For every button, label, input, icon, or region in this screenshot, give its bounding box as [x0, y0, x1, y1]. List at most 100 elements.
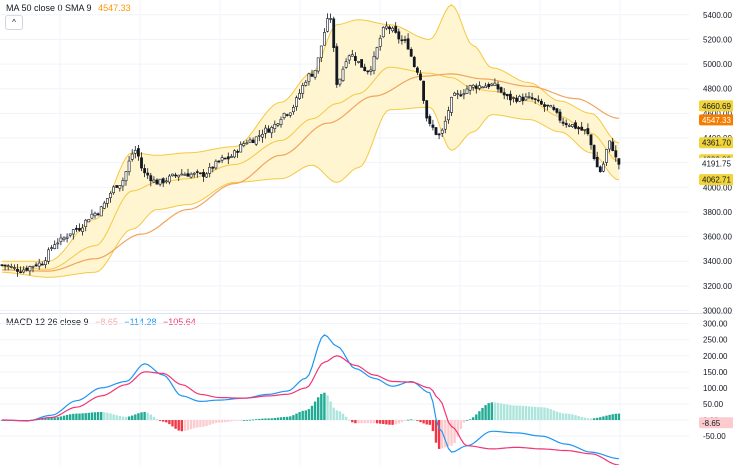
candle [236, 150, 240, 153]
histogram-bar [81, 413, 84, 421]
collapse-legend-button[interactable]: ^ [5, 15, 23, 30]
candle [415, 67, 419, 73]
histogram-bar [304, 410, 307, 421]
histogram-bar [313, 401, 317, 421]
histogram-bar [93, 412, 97, 421]
candle [363, 66, 367, 72]
candle [549, 105, 553, 108]
histogram-bar [549, 409, 552, 421]
histogram-bar [320, 394, 323, 421]
histogram-bar [96, 412, 100, 421]
candle [561, 121, 565, 124]
histogram-bar [534, 406, 537, 421]
price-axis-label: 4800.00 [703, 85, 732, 94]
candle [601, 163, 605, 172]
candle [233, 150, 236, 158]
histogram-bar [127, 416, 131, 421]
histogram-bar [565, 413, 568, 421]
histogram-bar [118, 416, 121, 421]
candle [412, 56, 416, 67]
price-axis-label: 3000.00 [703, 307, 732, 316]
histogram-bar [286, 416, 289, 421]
price-axis-label: 5200.00 [703, 35, 732, 44]
candle [574, 122, 577, 129]
histogram-bar [217, 420, 221, 423]
histogram-bar [444, 420, 447, 448]
price-badge-label: 4660.69 [702, 102, 731, 111]
histogram-bar [41, 418, 44, 421]
histogram-bar [301, 410, 304, 421]
candle [192, 172, 196, 175]
candle [558, 111, 562, 121]
histogram-bar [360, 420, 363, 424]
histogram-bar [220, 420, 224, 423]
histogram-bar [338, 411, 342, 421]
candle [605, 149, 608, 163]
candle [465, 88, 469, 94]
histogram-bar [239, 420, 242, 421]
candle [570, 124, 574, 128]
candle [611, 141, 615, 151]
candle [264, 127, 267, 134]
candle [595, 156, 599, 168]
candle [121, 180, 125, 187]
candle [137, 148, 140, 157]
candle [456, 93, 460, 95]
histogram-bar [59, 416, 63, 421]
histogram-bar [242, 420, 245, 421]
histogram-bar [224, 420, 227, 423]
histogram-bar [388, 420, 391, 425]
candle [338, 78, 342, 85]
histogram-bar [611, 414, 614, 421]
histogram-bar [586, 418, 590, 421]
candle [357, 60, 360, 63]
histogram-bar [462, 420, 466, 423]
histogram-bar [298, 412, 301, 421]
candle [158, 178, 162, 185]
histogram-bar [456, 420, 459, 437]
histogram-bar [561, 413, 565, 421]
histogram-bar [149, 414, 152, 421]
candle [75, 227, 78, 230]
histogram-bar [115, 415, 118, 421]
candle [564, 122, 568, 126]
macd-axis-label: -50.00 [703, 432, 726, 441]
histogram-bar [146, 412, 149, 421]
candle [19, 271, 23, 274]
histogram-bar [416, 420, 419, 421]
histogram-bar [90, 412, 94, 421]
candle [409, 49, 413, 57]
candle [43, 260, 47, 265]
candle [552, 106, 556, 110]
candle [189, 173, 193, 178]
candle [453, 92, 457, 96]
histogram-bar [341, 413, 345, 421]
histogram-bar [87, 412, 90, 421]
candle [583, 129, 587, 131]
candle [251, 139, 255, 144]
candle [419, 73, 422, 81]
candle [143, 168, 147, 174]
macd-axis-label: 100.00 [703, 384, 728, 393]
histogram-bar [168, 420, 171, 425]
histogram-bar [282, 416, 286, 421]
histogram-bar [524, 406, 528, 421]
candle [369, 69, 373, 72]
candle [285, 114, 289, 116]
histogram-bar [441, 420, 444, 449]
histogram-bar [202, 420, 205, 427]
histogram-bar [276, 417, 280, 421]
candle [56, 242, 60, 245]
candle [474, 85, 478, 89]
histogram-bar [403, 420, 407, 421]
price-legend[interactable]: MA 50 close 0 SMA 9 4547.33 [6, 3, 135, 13]
candle [533, 98, 537, 100]
candle [282, 112, 286, 119]
histogram-bar [307, 409, 311, 421]
histogram-bar [233, 420, 236, 421]
candle [205, 173, 209, 178]
macd-axis-label: 250.00 [703, 336, 728, 345]
histogram-bar [310, 405, 314, 421]
histogram-bar [196, 420, 199, 428]
